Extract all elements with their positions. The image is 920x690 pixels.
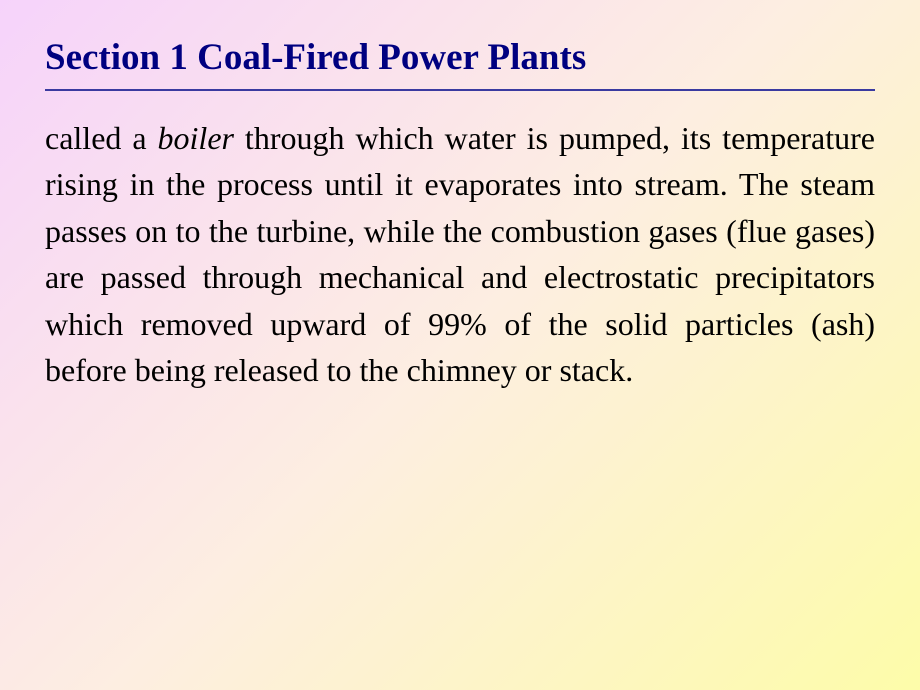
section-heading: Section 1 Coal-Fired Power Plants <box>45 36 875 91</box>
italic-term-boiler: boiler <box>158 120 234 156</box>
body-pre-italic: called a <box>45 120 158 156</box>
body-post-italic: through which water is pumped, its tempe… <box>45 120 875 388</box>
body-paragraph: called a boiler through which water is p… <box>45 115 875 393</box>
slide: Section 1 Coal-Fired Power Plants called… <box>0 0 920 690</box>
